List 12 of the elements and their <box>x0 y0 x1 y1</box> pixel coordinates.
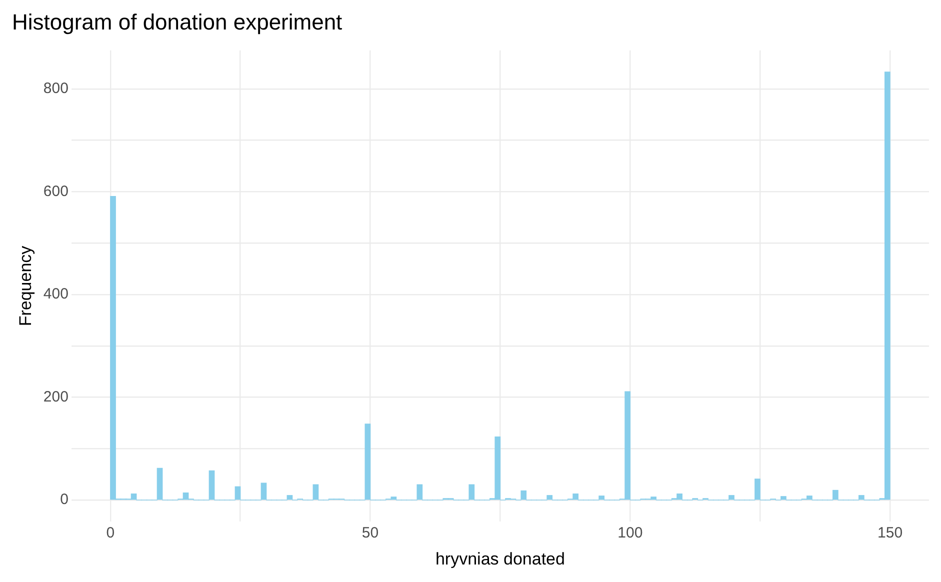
x-axis-title: hryvnias donated <box>435 549 565 568</box>
y-tick-label: 0 <box>60 491 68 508</box>
y-axis-title: Frequency <box>16 245 35 326</box>
x-tick-label: 100 <box>618 524 643 542</box>
chart-title: Histogram of donation experiment <box>12 9 342 34</box>
x-tick-label: 0 <box>106 524 115 542</box>
y-tick-label: 400 <box>43 286 68 303</box>
y-tick-label: 800 <box>43 80 68 98</box>
x-tick-label: 150 <box>878 524 903 542</box>
y-tick-label: 200 <box>43 388 68 406</box>
x-tick-label: 50 <box>362 524 379 542</box>
y-tick-label: 600 <box>43 182 68 200</box>
